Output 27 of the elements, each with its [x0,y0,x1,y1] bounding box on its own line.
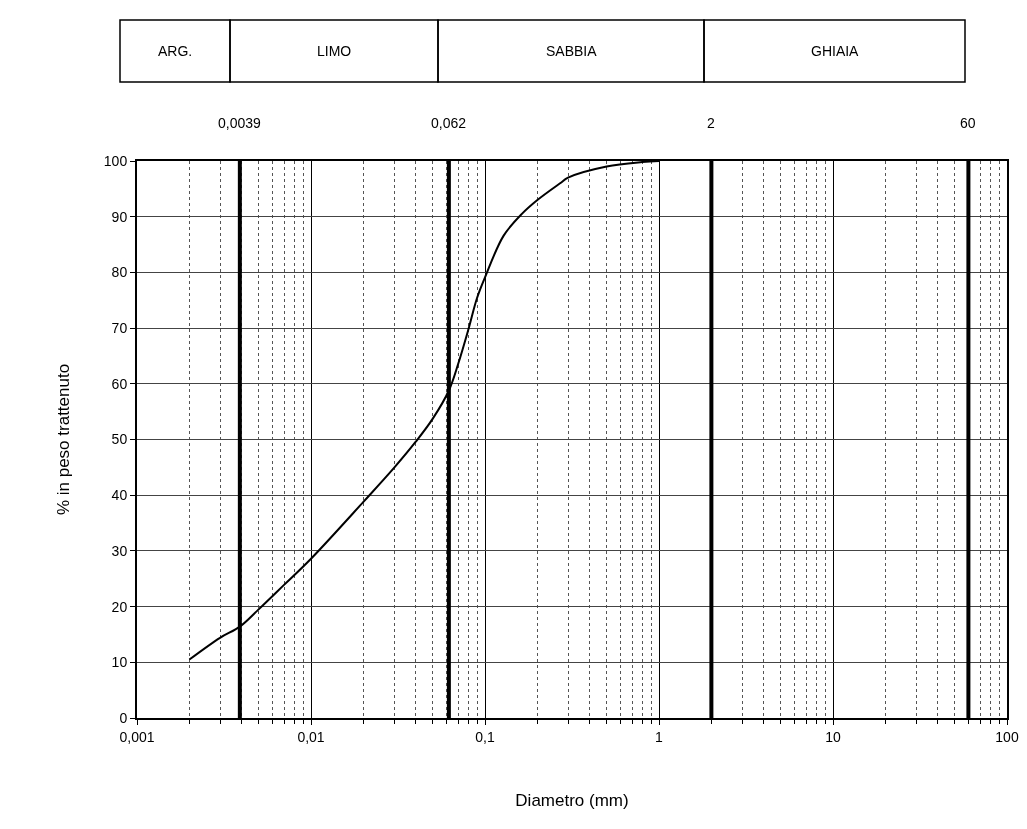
y-tick-label: 70 [111,320,128,336]
ref-line-label: 0,062 [431,115,467,131]
y-tick-label: 30 [111,542,128,559]
text: LIMO [317,43,352,59]
y-tick-label: 90 [111,208,128,225]
x-tick-label: 10 [825,728,841,745]
y-tick-label: 100 [103,152,128,169]
ref-line-label: 60 [960,115,976,131]
x-tick-label: 100 [995,728,1019,745]
y-tick-label: 20 [111,598,128,615]
x-tick-label: 0,001 [119,728,155,745]
y-tick-label: 50 [111,431,128,448]
y-tick-label: 80 [111,264,128,281]
text: SABBIA [546,43,598,59]
y-axis-title: % in peso trattenuto [53,363,73,516]
y-tick-label: 10 [111,654,128,671]
x-axis-title: Diametro (mm) [515,790,629,810]
ref-line-label: 2 [707,115,715,131]
y-tick-label: 0 [119,709,128,726]
text: ARG. [158,43,193,59]
ref-line-label: 0,0039 [218,115,262,131]
x-tick-label: 0,1 [475,728,495,745]
x-tick-label: 0,01 [297,728,325,745]
text: GHIAIA [811,43,860,59]
y-tick-label: 60 [111,375,128,392]
y-tick-label: 40 [111,487,128,504]
x-tick-label: 1 [655,728,664,745]
